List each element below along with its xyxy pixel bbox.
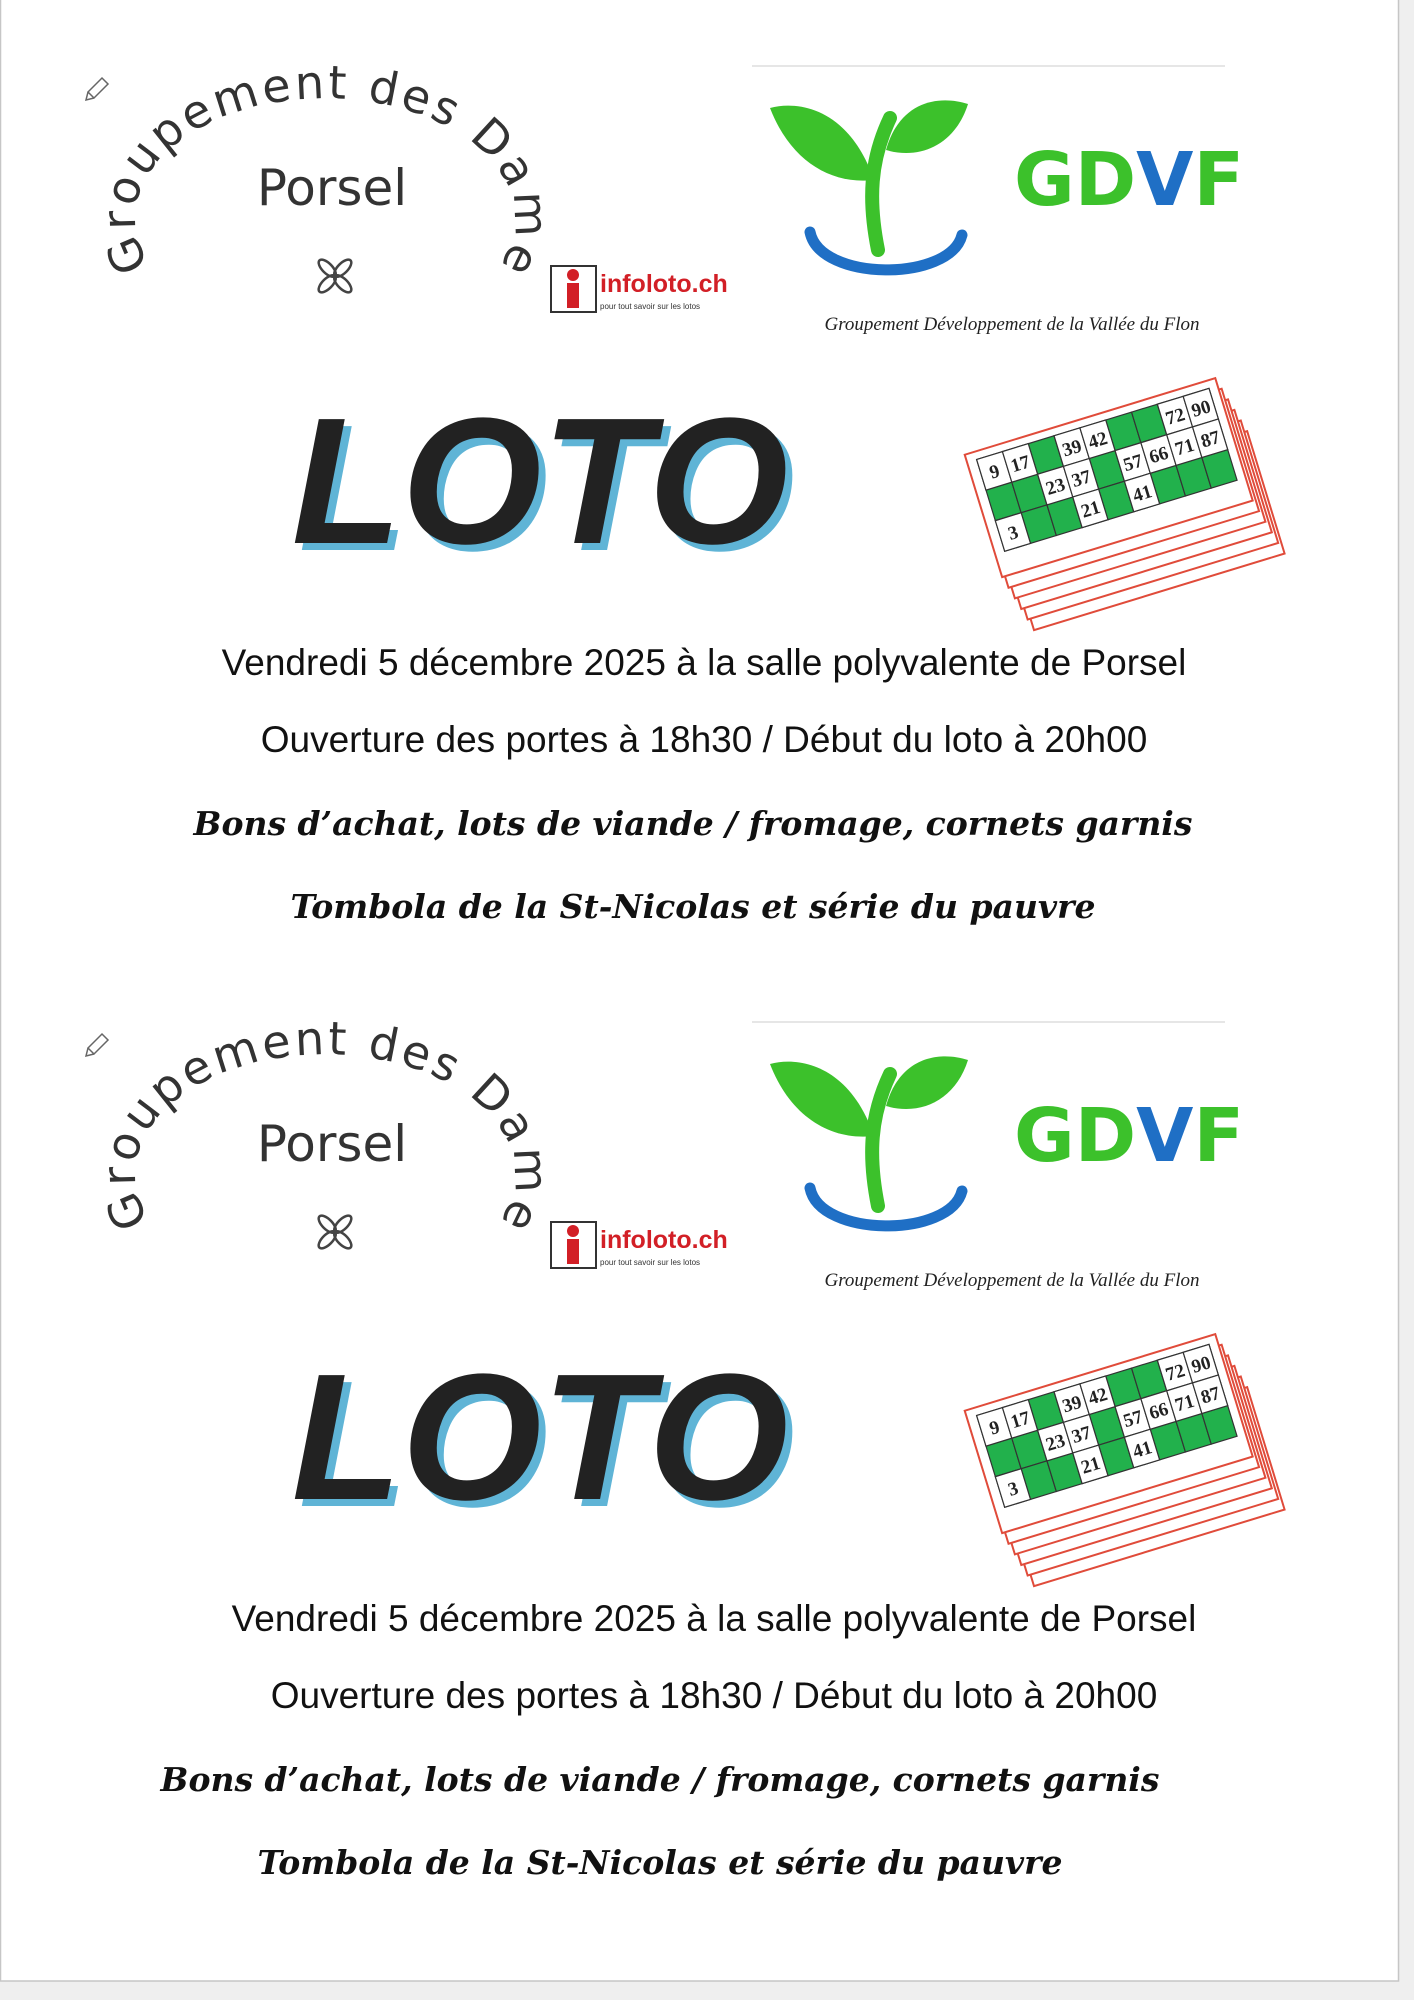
center-text: Porsel bbox=[257, 159, 407, 217]
pen-icon bbox=[84, 76, 110, 102]
center-text: Porsel bbox=[257, 1115, 407, 1173]
number-cell bbox=[1079, 1375, 1116, 1416]
sprout-stem bbox=[865, 1067, 897, 1213]
gdvf-letters: GD bbox=[1014, 1093, 1136, 1179]
sprout-leaf-right bbox=[886, 100, 968, 153]
flyer: Groupement des DamesPorselinfoloto.chpou… bbox=[0, 0, 1286, 926]
gdvf-letters: V bbox=[1136, 137, 1193, 223]
title-shadow: LOTO bbox=[299, 388, 796, 589]
number-cell bbox=[1123, 1428, 1161, 1469]
flower-icon bbox=[317, 1214, 353, 1250]
title: LOTO bbox=[292, 1337, 789, 1538]
petal bbox=[332, 1214, 353, 1235]
number-cell bbox=[1191, 1374, 1229, 1415]
number-cell bbox=[1001, 442, 1039, 483]
number-cell bbox=[1079, 419, 1116, 460]
number-cell bbox=[1072, 1444, 1109, 1485]
number-cell bbox=[1072, 488, 1109, 529]
sprout-leaf-left bbox=[770, 105, 874, 181]
sponsor-name: infoloto.ch bbox=[600, 270, 728, 298]
info-icon-bar bbox=[567, 283, 579, 308]
gdvf-caption: Groupement Développement de la Vallée du… bbox=[825, 1270, 1200, 1291]
pen-icon bbox=[84, 1032, 110, 1058]
sprout-bowl bbox=[804, 226, 968, 276]
number-cell bbox=[994, 1468, 1032, 1509]
script-line: Tombola de la St-Nicolas et série du pau… bbox=[258, 1843, 1063, 1882]
info-icon-bar bbox=[567, 1239, 579, 1264]
petal bbox=[332, 258, 353, 279]
info-line: Vendredi 5 décembre 2025 à la salle poly… bbox=[232, 1598, 1197, 1639]
gdvf-text: GDVF bbox=[1014, 137, 1244, 223]
title: LOTO bbox=[292, 381, 789, 582]
title-shadow: LOTO bbox=[299, 1344, 796, 1545]
gdvf-letters: V bbox=[1136, 1093, 1193, 1179]
script-line: Tombola de la St-Nicolas et série du pau… bbox=[291, 887, 1096, 926]
infoloto-logo: infoloto.ch pour tout savoir sur les loto… bbox=[550, 1221, 728, 1269]
number-cell bbox=[994, 512, 1032, 553]
gdvf-logo: GDVF Groupement Développement de la Vallé… bbox=[752, 1021, 1244, 1291]
sponsor-name: infoloto.ch bbox=[600, 1226, 728, 1254]
infoloto-logo: infoloto.ch pour tout savoir sur les loto… bbox=[550, 265, 728, 313]
info-icon-dot bbox=[567, 269, 579, 281]
sponsor-tagline: pour tout savoir sur les lotos bbox=[600, 302, 700, 311]
sprout-bowl bbox=[804, 1182, 968, 1232]
sprout-leaf-left bbox=[770, 1061, 874, 1137]
flower-icon bbox=[317, 258, 353, 294]
number-cell bbox=[1123, 472, 1161, 513]
sprout-leaf-right bbox=[886, 1056, 968, 1109]
sponsor-tagline: pour tout savoir sur les lotos bbox=[600, 1258, 700, 1267]
script-line: Bons d’achat, lots de viande / fromage, … bbox=[193, 804, 1193, 843]
sprout-stem bbox=[865, 111, 897, 257]
info-icon-dot bbox=[567, 1225, 579, 1237]
gdvf-letters: GD bbox=[1014, 137, 1136, 223]
number-cell bbox=[1191, 418, 1229, 459]
number-cell bbox=[1001, 1398, 1039, 1439]
gdvf-logo: GDVF Groupement Développement de la Vallé… bbox=[752, 65, 1244, 335]
info-line: Vendredi 5 décembre 2025 à la salle poly… bbox=[222, 642, 1187, 683]
gdvf-letters: F bbox=[1193, 137, 1244, 223]
gdvf-text: GDVF bbox=[1014, 1093, 1244, 1179]
info-line: Ouverture des portes à 18h30 / Début du … bbox=[261, 719, 1148, 760]
info-line: Ouverture des portes à 18h30 / Début du … bbox=[271, 1675, 1158, 1716]
script-line: Bons d’achat, lots de viande / fromage, … bbox=[160, 1760, 1160, 1799]
gdvf-letters: F bbox=[1193, 1093, 1244, 1179]
gdvf-caption: Groupement Développement de la Vallée du… bbox=[825, 314, 1200, 335]
